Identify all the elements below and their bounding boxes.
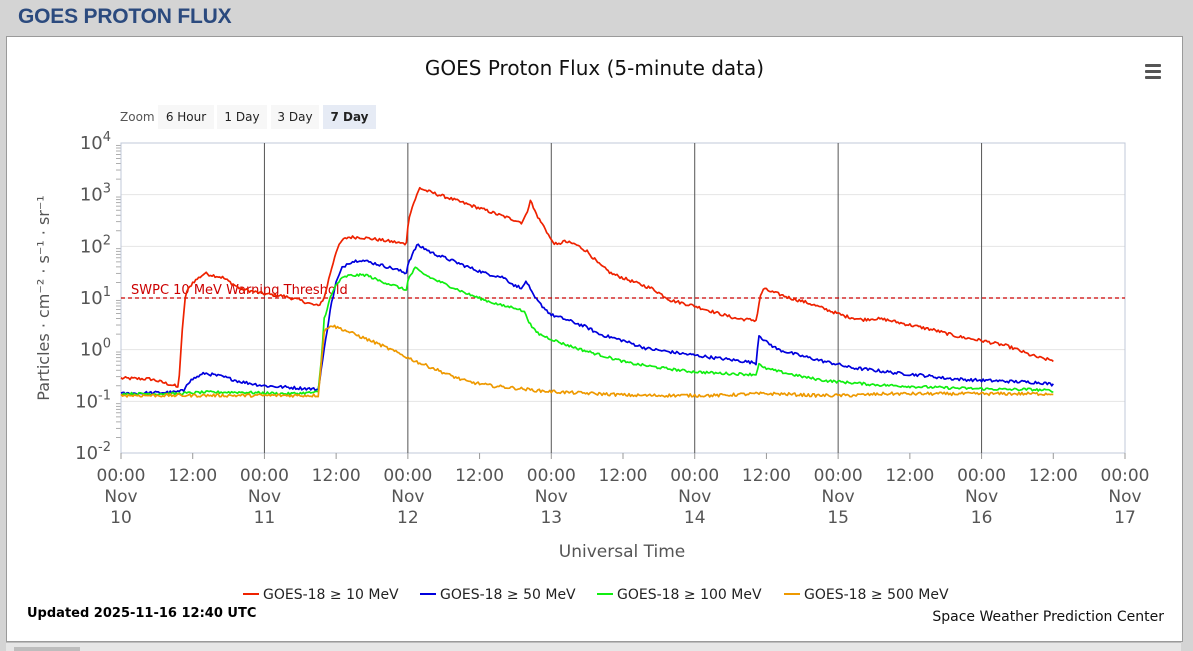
zoom-button-bg [217, 105, 267, 129]
x-tick-month: Nov [822, 487, 855, 507]
zoom-button-label[interactable]: 3 Day [277, 110, 312, 124]
x-tick-day: 14 [684, 508, 706, 528]
x-tick-day: 15 [827, 508, 849, 528]
x-tick-day: 11 [254, 508, 276, 528]
zoom-button-1-day[interactable]: 1 Day [217, 105, 267, 129]
zoom-button-bg [323, 105, 376, 129]
y-tick-label: 101 [80, 285, 111, 309]
y-tick-label: 104 [80, 130, 111, 154]
y-tick-label: 10-1 [75, 388, 111, 412]
proton-flux-chart: GOES Proton Flux (5-minute data) Zoom 6 Ho… [27, 56, 1164, 625]
threshold-label: SWPC 10 MeV Warning Threshold [131, 283, 348, 298]
credit-label: Space Weather Prediction Center [932, 609, 1164, 625]
x-axis-title: Universal Time [559, 542, 685, 562]
scroll-thumb[interactable] [14, 647, 80, 651]
x-tick-day: 10 [110, 508, 132, 528]
legend-label[interactable]: GOES-18 ≥ 50 MeV [440, 587, 576, 603]
x-tick-label: 12:00 [312, 466, 361, 486]
x-tick-label: 12:00 [168, 466, 217, 486]
zoom-button-label[interactable]: 1 Day [224, 110, 259, 124]
x-tick-label: 12:00 [1029, 466, 1078, 486]
x-tick-month: Nov [104, 487, 137, 507]
zoom-button-7-day[interactable]: 7 Day [323, 105, 376, 129]
zoom-button-3-day[interactable]: 3 Day [271, 105, 319, 129]
x-tick-day: 17 [1114, 508, 1136, 528]
series-line-2[interactable] [120, 243, 1054, 396]
x-tick-label: 12:00 [455, 466, 504, 486]
x-tick-label: 00:00 [240, 466, 289, 486]
legend-label[interactable]: GOES-18 ≥ 100 MeV [617, 587, 762, 603]
x-tick-day: 12 [397, 508, 419, 528]
menu-icon-bar [1145, 76, 1161, 79]
x-tick-label: 00:00 [670, 466, 719, 486]
zoom-button-label[interactable]: 6 Hour [166, 110, 206, 124]
legend-label[interactable]: GOES-18 ≥ 500 MeV [804, 587, 949, 603]
x-tick-label: 00:00 [527, 466, 576, 486]
series-line-4[interactable] [120, 324, 1054, 398]
legend-item-1[interactable]: GOES-18 ≥ 10 MeV [243, 587, 399, 603]
x-tick-label: 12:00 [599, 466, 648, 486]
legend-item-3[interactable]: GOES-18 ≥ 100 MeV [597, 587, 762, 603]
x-tick-month: Nov [535, 487, 568, 507]
x-tick-month: Nov [965, 487, 998, 507]
zoom-button-bg [158, 105, 214, 129]
chart-panel: GOES Proton Flux (5-minute data) Zoom 6 Ho… [6, 36, 1183, 642]
x-tick-label: 00:00 [97, 466, 146, 486]
y-tick-label: 103 [80, 182, 111, 206]
x-tick-label: 00:00 [383, 466, 432, 486]
x-tick-label: 00:00 [957, 466, 1006, 486]
x-tick-label: 00:00 [1101, 466, 1150, 486]
updated-timestamp: Updated 2025-11-16 12:40 UTC [27, 606, 256, 621]
chart-title: GOES Proton Flux (5-minute data) [425, 56, 764, 80]
x-tick-month: Nov [248, 487, 281, 507]
series-line-1[interactable] [120, 186, 1054, 388]
y-axis-title: Particles · cm⁻² · s⁻¹ · sr⁻¹ [34, 195, 53, 400]
y-tick-label: 10-2 [75, 440, 111, 464]
horizontal-scrollbar[interactable] [6, 642, 1181, 651]
x-tick-label: 12:00 [742, 466, 791, 486]
y-tick-label: 102 [80, 233, 111, 257]
menu-icon[interactable] [1145, 64, 1161, 79]
x-tick-month: Nov [391, 487, 424, 507]
zoom-label: Zoom [120, 110, 155, 124]
x-tick-label: 00:00 [814, 466, 863, 486]
x-tick-month: Nov [678, 487, 711, 507]
x-tick-day: 13 [540, 508, 562, 528]
zoom-button-label[interactable]: 7 Day [330, 110, 368, 124]
series-line-3[interactable] [120, 266, 1054, 396]
legend-item-2[interactable]: GOES-18 ≥ 50 MeV [420, 587, 576, 603]
legend-label[interactable]: GOES-18 ≥ 10 MeV [263, 587, 399, 603]
x-tick-label: 12:00 [885, 466, 934, 486]
zoom-button-bg [271, 105, 319, 129]
zoom-button-6-hour[interactable]: 6 Hour [158, 105, 214, 129]
menu-icon-bar [1145, 70, 1161, 73]
y-tick-label: 100 [80, 337, 111, 361]
page-title: GOES PROTON FLUX [18, 5, 232, 28]
x-tick-day: 16 [971, 508, 993, 528]
legend-item-4[interactable]: GOES-18 ≥ 500 MeV [784, 587, 949, 603]
menu-icon-bar [1145, 64, 1161, 67]
x-tick-month: Nov [1108, 487, 1141, 507]
